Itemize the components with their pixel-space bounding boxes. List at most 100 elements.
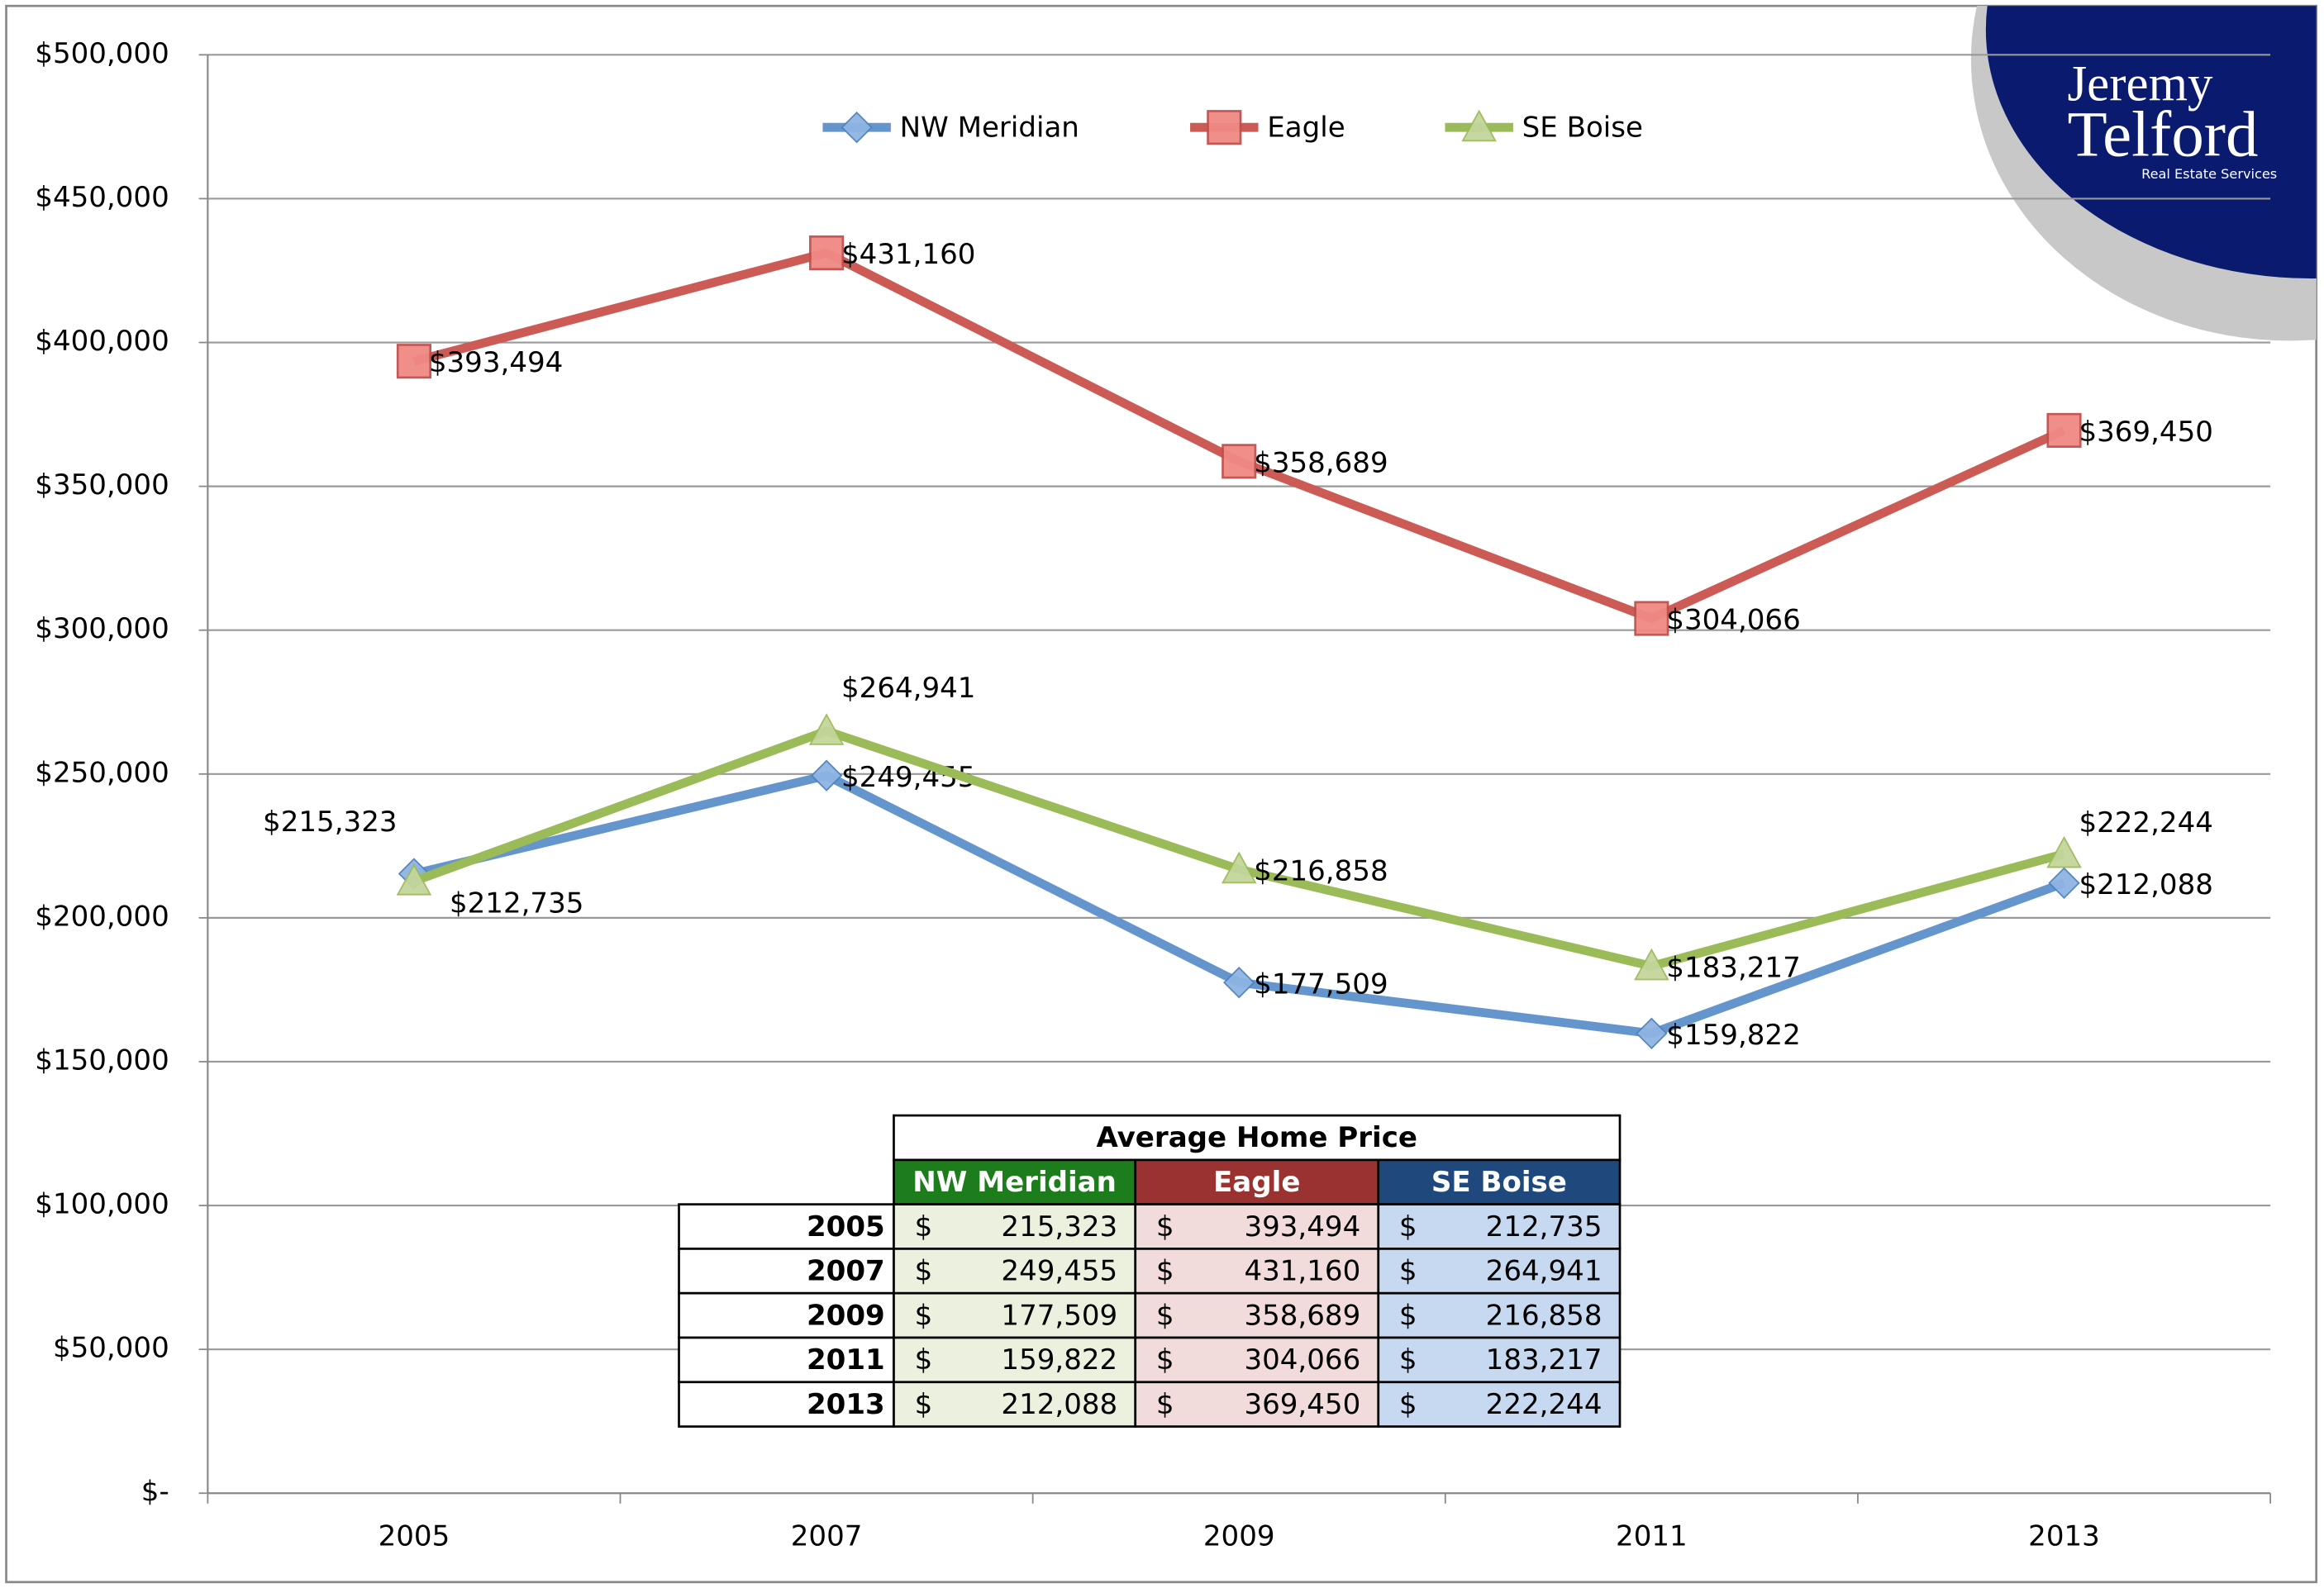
data-label: $222,244 <box>2079 806 2212 839</box>
y-tick-label: $150,000 <box>35 1044 169 1077</box>
table-currency: $ <box>1399 1255 1417 1288</box>
table-currency: $ <box>915 1343 933 1376</box>
table-currency: $ <box>915 1210 933 1243</box>
table-cell <box>1134 1291 1380 1339</box>
table-cell <box>1134 1336 1380 1384</box>
table-currency: $ <box>1399 1210 1417 1243</box>
y-tick-label: $100,000 <box>35 1188 169 1221</box>
data-label: $264,941 <box>841 672 975 705</box>
data-label: $431,160 <box>841 238 975 271</box>
marker <box>396 344 432 379</box>
table-header-cell <box>893 1158 1137 1205</box>
y-tick-label: $400,000 <box>35 325 169 358</box>
table-currency: $ <box>915 1255 933 1288</box>
table-currency: $ <box>1399 1299 1417 1332</box>
marker <box>1221 851 1257 884</box>
table-cell <box>1134 1248 1380 1295</box>
legend-marker <box>1207 110 1242 145</box>
marker <box>2046 835 2082 868</box>
table-row-header: 2007 <box>807 1255 885 1288</box>
logo-text: Jeremy <box>2067 57 2213 112</box>
marker <box>1636 1017 1668 1049</box>
data-label: $177,509 <box>1254 968 1388 1001</box>
table-value: 216,858 <box>1486 1299 1603 1332</box>
table-value: 264,941 <box>1486 1255 1603 1288</box>
table-currency: $ <box>1156 1343 1174 1376</box>
table-row-header-cell <box>678 1336 895 1384</box>
table-cell <box>1377 1336 1622 1384</box>
legend-label: Eagle <box>1267 111 1345 144</box>
marker <box>1634 601 1669 636</box>
table-row-header: 2011 <box>807 1343 885 1376</box>
y-tick-label: $250,000 <box>35 756 169 789</box>
table-value: 358,689 <box>1244 1299 1360 1332</box>
marker <box>1223 967 1255 999</box>
table-value: 249,455 <box>1001 1255 1117 1288</box>
table-row-header: 2013 <box>807 1388 885 1421</box>
table-currency: $ <box>1156 1210 1174 1243</box>
y-tick-label: $300,000 <box>35 612 169 645</box>
table-currency: $ <box>915 1388 933 1421</box>
table-value: 159,822 <box>1001 1343 1117 1376</box>
table-value: 215,323 <box>1001 1210 1117 1243</box>
marker <box>809 235 845 271</box>
table-cell <box>893 1381 1137 1428</box>
table-row-header-cell <box>678 1291 895 1339</box>
marker <box>1634 948 1669 981</box>
y-tick-label: $50,000 <box>53 1332 169 1365</box>
data-label: $183,217 <box>1666 951 1800 984</box>
data-label: $369,450 <box>2079 416 2212 449</box>
marker <box>2046 412 2082 448</box>
table-header: Eagle <box>1213 1166 1300 1199</box>
x-tick-label: 2007 <box>791 1520 863 1553</box>
x-tick-label: 2005 <box>379 1520 450 1553</box>
table-title: Average Home Price <box>1096 1121 1417 1154</box>
table-value: 393,494 <box>1244 1210 1360 1243</box>
data-label: $215,323 <box>263 806 397 839</box>
table-row-header: 2005 <box>807 1210 885 1243</box>
data-label: $216,858 <box>1254 854 1388 887</box>
logo-tagline: Real Estate Services <box>2141 166 2277 182</box>
table-currency: $ <box>915 1299 933 1332</box>
data-label: $212,735 <box>450 887 583 920</box>
table-value: 222,244 <box>1486 1388 1603 1421</box>
table-value: 177,509 <box>1001 1299 1117 1332</box>
y-tick-label: $200,000 <box>35 900 169 933</box>
table-header: NW Meridian <box>912 1166 1117 1199</box>
y-tick-label: $- <box>141 1476 169 1509</box>
data-label: $159,822 <box>1666 1019 1800 1052</box>
table-value: 431,160 <box>1244 1255 1360 1288</box>
table-value: 183,217 <box>1486 1343 1603 1376</box>
table-currency: $ <box>1156 1255 1174 1288</box>
table-value: 304,066 <box>1244 1343 1360 1376</box>
table-currency: $ <box>1156 1388 1174 1421</box>
table-cell <box>1377 1291 1622 1339</box>
logo-circle <box>1985 6 2317 278</box>
marker <box>810 759 843 792</box>
table-title-cell <box>893 1114 1622 1162</box>
logo: Jeremy Telford Real Estate Services <box>1971 6 2317 341</box>
data-label: $358,689 <box>1254 446 1388 479</box>
logo-text: Telford <box>2067 98 2258 170</box>
marker <box>808 713 845 745</box>
marker <box>1222 444 1257 479</box>
legend-marker <box>841 111 873 144</box>
table-value: 212,735 <box>1486 1210 1603 1243</box>
table-header: SE Boise <box>1431 1166 1567 1199</box>
y-tick-label: $500,000 <box>35 37 169 70</box>
marker <box>2048 867 2080 899</box>
y-tick-label: $350,000 <box>35 468 169 502</box>
data-label: $393,494 <box>429 346 563 379</box>
table-cell <box>1134 1381 1380 1428</box>
x-tick-label: 2009 <box>1203 1520 1275 1553</box>
x-tick-label: 2013 <box>2028 1520 2100 1553</box>
data-label: $304,066 <box>1666 604 1800 637</box>
table-currency: $ <box>1399 1388 1417 1421</box>
table-value: 369,450 <box>1244 1388 1360 1421</box>
table-row-header: 2009 <box>807 1299 885 1332</box>
data-label: $212,088 <box>2079 868 2212 901</box>
y-tick-label: $450,000 <box>35 181 169 214</box>
legend-label: SE Boise <box>1522 111 1643 144</box>
table-value: 212,088 <box>1001 1388 1117 1421</box>
